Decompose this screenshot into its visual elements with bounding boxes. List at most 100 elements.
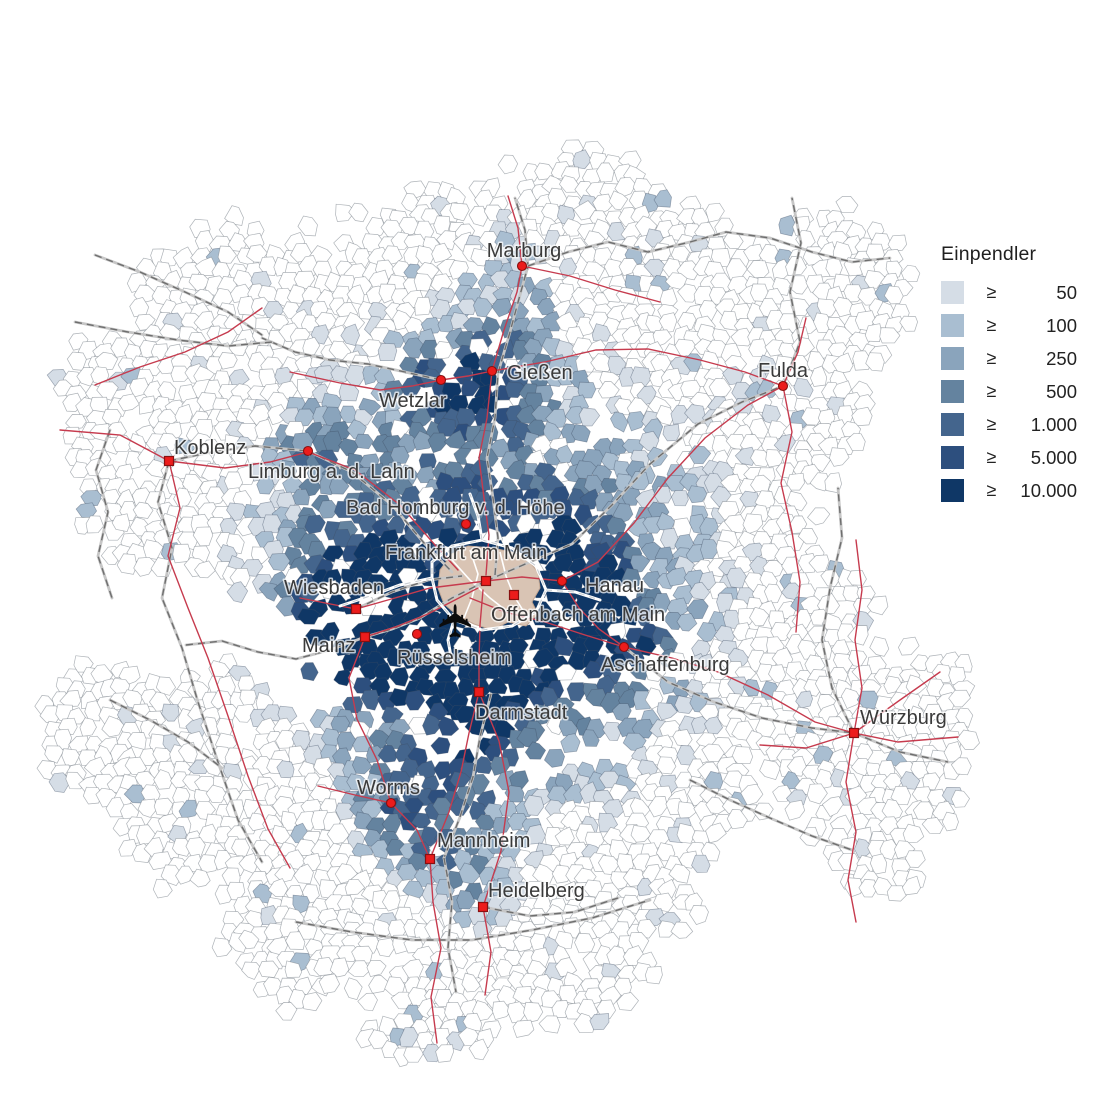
municipality-cell — [403, 524, 424, 545]
municipality-cell — [677, 283, 699, 303]
municipality-cell — [806, 783, 828, 805]
city-label-russelsheim: Rüsselsheim — [397, 647, 511, 669]
municipality-cell — [540, 310, 563, 332]
legend-operator: ≥ — [986, 447, 997, 467]
municipality-cell — [486, 677, 508, 695]
legend-swatch-50 — [941, 281, 964, 304]
municipality-cell — [582, 729, 600, 747]
municipality-cell — [357, 992, 378, 1012]
legend-operator: ≥ — [986, 348, 997, 368]
municipality-cell — [403, 1046, 424, 1063]
municipality-cell — [797, 527, 818, 545]
municipality-cell — [596, 162, 615, 183]
municipality-cell — [286, 284, 308, 304]
municipality-cell — [582, 660, 605, 679]
municipality-cell — [567, 650, 590, 671]
road-line — [491, 348, 784, 387]
municipality-cell — [420, 317, 443, 335]
municipality-cell — [368, 729, 392, 750]
municipality-cell — [160, 248, 179, 267]
municipality-cell — [229, 567, 251, 587]
municipality-cell — [546, 716, 565, 736]
municipality-cell — [864, 270, 886, 289]
roads-layer — [59, 195, 959, 1044]
legend-operator: ≥ — [986, 381, 997, 401]
municipality-cell — [524, 741, 547, 760]
municipality-cell — [497, 154, 519, 175]
municipality-cell — [701, 743, 725, 763]
municipality-cell — [292, 488, 310, 506]
municipality-cell — [768, 664, 787, 684]
city-label-wurzburg: Würzburg — [860, 707, 947, 729]
municipality-cell — [258, 960, 280, 978]
municipality-cell — [571, 424, 591, 443]
municipality-cell — [153, 769, 173, 790]
municipality-cell — [516, 353, 539, 373]
municipality-cell — [414, 296, 432, 316]
municipality-cell — [927, 719, 950, 739]
municipality-cell — [670, 404, 691, 425]
municipality-cell — [653, 189, 672, 208]
city-label-darmstadt: Darmstadt — [475, 702, 568, 724]
municipality-cell — [192, 526, 214, 547]
municipality-cell — [835, 195, 859, 214]
city-label-marburg: Marburg — [487, 240, 561, 262]
municipality-cell — [94, 351, 119, 371]
municipality-cell — [703, 716, 724, 735]
municipality-cell — [368, 975, 390, 994]
motorways-layer — [338, 492, 602, 664]
legend-swatch-10000 — [941, 479, 964, 502]
municipality-cell — [296, 378, 317, 399]
municipality-cell — [655, 404, 675, 426]
city-marker-russelsheim — [411, 628, 423, 640]
municipality-cell — [558, 175, 581, 193]
railway-line — [95, 429, 113, 599]
municipality-cell — [306, 464, 328, 485]
city-label-hanau: Hanau — [585, 575, 644, 597]
municipality-cell — [457, 298, 477, 315]
municipality-cell — [778, 214, 797, 237]
municipality-cell — [844, 877, 864, 898]
municipality-cell — [630, 554, 651, 574]
municipality-cell — [59, 690, 82, 707]
city-marker-bad-homburg-v-d-hohe — [460, 518, 472, 530]
municipality-cell — [659, 287, 678, 307]
railway-line — [689, 779, 853, 851]
municipality-cell — [879, 327, 901, 344]
municipality-cell — [668, 863, 691, 884]
municipality-cell — [359, 661, 382, 682]
municipality-cell — [532, 647, 556, 669]
municipality-cell — [730, 327, 754, 347]
railway-line — [782, 197, 802, 387]
municipality-cell — [417, 504, 438, 522]
municipality-cell — [85, 515, 104, 534]
municipality-cell — [48, 772, 71, 793]
municipality-cell — [403, 606, 425, 626]
municipality-cell — [44, 745, 65, 764]
municipality-cell — [628, 471, 650, 491]
city-marker-worms — [385, 797, 397, 809]
city-label-koblenz: Koblenz — [174, 437, 246, 459]
municipality-cell — [335, 203, 356, 222]
railway-casing — [354, 574, 464, 611]
municipality-cell — [564, 405, 587, 425]
motorway-dash — [447, 619, 455, 663]
municipality-cell — [84, 700, 102, 722]
municipality-cell — [238, 929, 260, 950]
municipality-cell — [688, 905, 709, 926]
municipality-cell — [555, 444, 575, 463]
municipality-cell — [457, 677, 475, 698]
municipality-cell — [562, 783, 585, 804]
railway-line — [853, 732, 949, 763]
municipality-cell — [663, 612, 685, 630]
municipality-cell — [656, 756, 677, 775]
municipality-cell — [677, 311, 697, 331]
municipality-cell — [596, 999, 616, 1020]
municipality-cell — [602, 721, 623, 741]
municipality-cells-layer — [34, 139, 980, 1068]
municipality-cell — [237, 422, 260, 442]
municipality-cell — [956, 729, 980, 750]
municipality-cell — [381, 813, 401, 834]
municipality-cell — [720, 473, 741, 493]
